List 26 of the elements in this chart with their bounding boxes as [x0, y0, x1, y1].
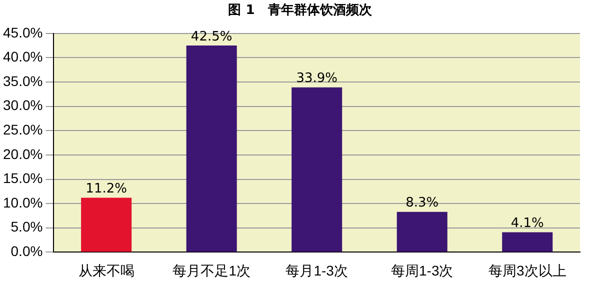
- y-tick-label: 15.0%: [2, 170, 43, 186]
- y-tick-label: 45.0%: [2, 24, 43, 40]
- x-tick-label: 每周3次以上: [488, 262, 566, 278]
- y-tick-label: 0.0%: [10, 243, 43, 260]
- y-tick-label: 40.0%: [2, 48, 43, 65]
- bar: [396, 212, 448, 252]
- y-tick-label: 10.0%: [2, 194, 43, 210]
- x-tick-label: 每月不足1次: [172, 262, 250, 278]
- y-tick-label: 25.0%: [2, 122, 43, 138]
- bar: [186, 46, 237, 252]
- data-label: 11.2%: [86, 182, 127, 197]
- x-tick-label: 每月1-3次: [286, 262, 348, 278]
- x-tick-label: 每周1-3次: [390, 262, 454, 278]
- y-tick-label: 5.0%: [10, 218, 43, 235]
- y-tick-label: 20.0%: [2, 146, 43, 162]
- data-label: 33.9%: [296, 71, 338, 86]
- data-label: 8.3%: [406, 196, 439, 211]
- y-tick-label: 30.0%: [2, 97, 43, 114]
- y-tick-label: 35.0%: [2, 72, 43, 89]
- chart-title: 图 1 青年群体饮酒频次: [227, 2, 373, 20]
- bar: [502, 232, 553, 252]
- data-label: 4.1%: [510, 216, 544, 232]
- bar: [292, 87, 342, 252]
- bar: [81, 198, 132, 252]
- x-tick-label: 从来不喝: [78, 262, 134, 278]
- data-label: 42.5%: [190, 29, 232, 44]
